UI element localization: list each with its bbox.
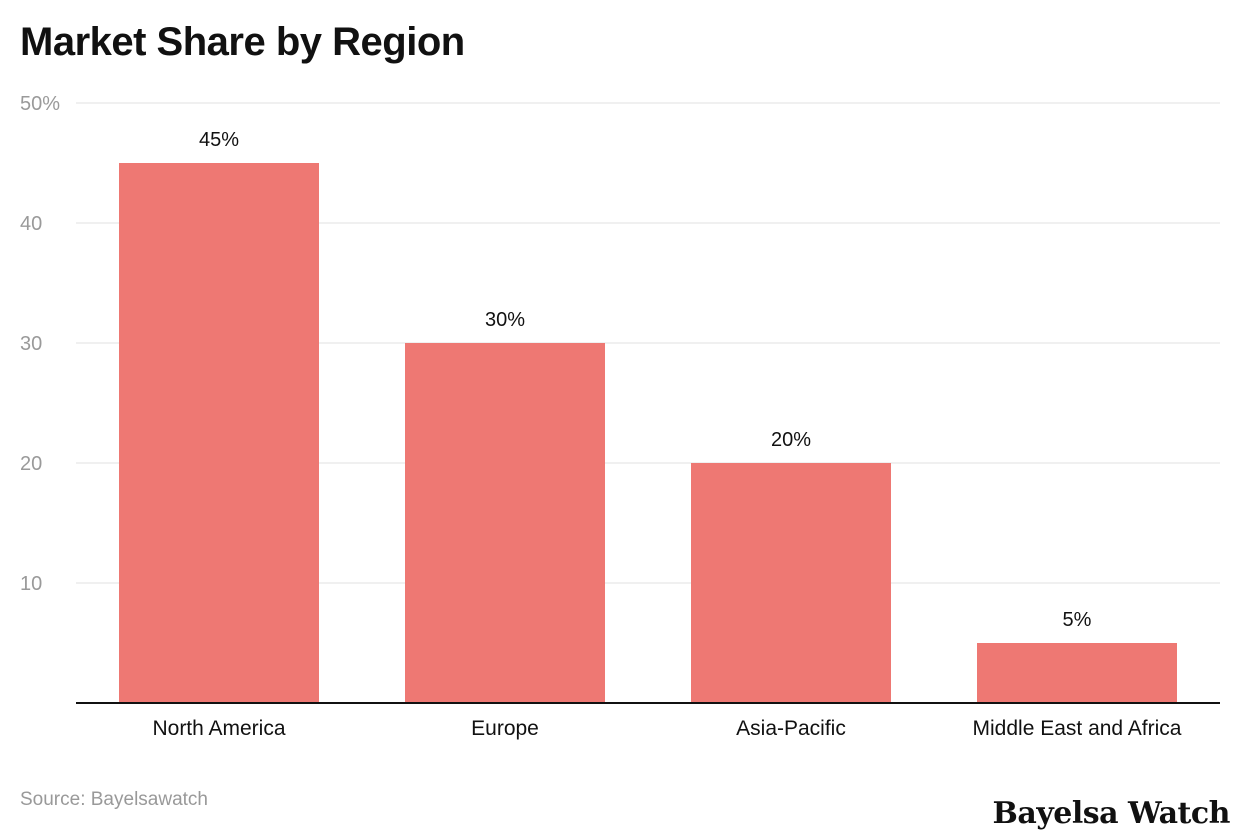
chart-title: Market Share by Region (20, 20, 465, 64)
y-tick-label: 50% (20, 93, 60, 115)
bar (691, 463, 891, 703)
x-tick-label: Middle East and Africa (973, 717, 1182, 740)
data-label: 5% (1063, 609, 1092, 631)
x-tick-label: Asia-Pacific (736, 717, 846, 740)
bar (977, 643, 1177, 703)
data-label: 45% (199, 129, 239, 151)
y-tick-label: 10 (20, 573, 42, 595)
brand-logo: Bayelsa Watch (992, 796, 1231, 831)
y-tick-label: 20 (20, 453, 42, 475)
y-tick-label: 30 (20, 333, 42, 355)
data-label: 30% (485, 309, 525, 331)
data-label: 20% (771, 429, 811, 451)
bar (405, 343, 605, 703)
source-note: Source: Bayelsawatch (20, 789, 208, 810)
bar (119, 163, 319, 703)
y-tick-label: 40 (20, 213, 42, 235)
x-tick-label: North America (152, 717, 285, 740)
x-tick-label: Europe (471, 717, 539, 740)
